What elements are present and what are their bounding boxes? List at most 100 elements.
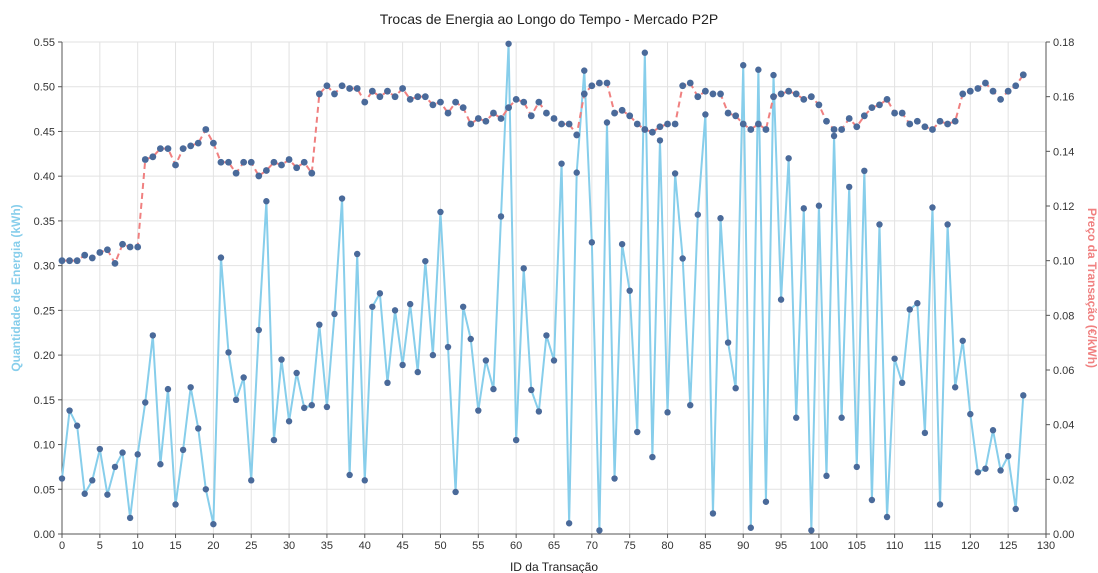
x-tick-label: 95 [775, 540, 787, 552]
price-point [225, 158, 232, 166]
price-point [315, 90, 323, 98]
energy-point [702, 111, 709, 118]
energy-point [278, 356, 285, 363]
x-tick-label: 30 [283, 540, 295, 552]
energy-point [512, 436, 520, 444]
energy-point [891, 355, 898, 362]
price-point [982, 79, 989, 87]
price-point [959, 90, 967, 98]
price-point [1012, 82, 1020, 90]
energy-point [770, 71, 777, 79]
price-point [217, 158, 225, 166]
energy-point [354, 250, 361, 258]
energy-point [444, 343, 452, 351]
price-point [717, 90, 724, 98]
energy-point [134, 451, 141, 458]
x-tick-label: 5 [97, 540, 103, 552]
price-point [550, 115, 558, 122]
energy-point [603, 119, 611, 126]
x-tick-label: 50 [434, 540, 446, 552]
energy-point [384, 379, 391, 387]
price-point [285, 156, 293, 163]
price-point [792, 90, 800, 98]
energy-point [346, 471, 353, 479]
price-point [633, 120, 641, 128]
price-point [891, 109, 899, 117]
y-right-tick-label: 0.08 [1053, 310, 1074, 322]
y-right-tick-label: 0.06 [1053, 365, 1074, 377]
energy-point [232, 396, 240, 404]
energy-line [61, 42, 1025, 532]
y-left-tick-label: 0.25 [34, 305, 55, 317]
price-point [278, 161, 285, 169]
price-point [187, 142, 195, 150]
energy-point [808, 527, 815, 534]
price-point [800, 96, 808, 103]
price-point [838, 126, 846, 133]
price-point [1019, 71, 1027, 79]
price-point [883, 96, 891, 103]
y-right-tick-label: 0.18 [1053, 37, 1074, 49]
price-point [134, 243, 142, 251]
energy-point [535, 408, 543, 415]
price-point [520, 98, 528, 106]
energy-point [914, 300, 921, 307]
energy-point [270, 436, 278, 444]
energy-point [936, 501, 944, 508]
price-point [338, 82, 346, 90]
price-point [119, 240, 126, 248]
price-point [497, 115, 505, 122]
price-point [754, 120, 762, 128]
energy-point [459, 303, 467, 310]
price-point [240, 158, 248, 166]
price-point [437, 98, 444, 106]
price-point [596, 79, 603, 87]
price-point [641, 126, 649, 133]
energy-point [376, 290, 384, 297]
y-left-tick-label: 0.35 [34, 216, 55, 228]
energy-point [429, 351, 437, 359]
price-point [966, 87, 974, 95]
price-point [391, 93, 399, 101]
y-left-tick-label: 0.10 [34, 440, 55, 452]
y-right-tick-label: 0.00 [1053, 529, 1074, 541]
price-point [724, 109, 732, 117]
x-tick-label: 35 [321, 540, 333, 552]
energy-point [422, 257, 429, 265]
price-point [656, 123, 664, 131]
price-point [126, 243, 134, 251]
energy-point [861, 167, 868, 175]
price-point [868, 104, 876, 111]
energy-point [467, 335, 474, 343]
x-tick-label: 45 [396, 540, 408, 552]
energy-point [906, 306, 913, 313]
x-tick-label: 25 [245, 540, 257, 552]
energy-point [717, 215, 724, 222]
energy-point [709, 510, 717, 517]
price-point [490, 109, 497, 117]
price-point [815, 101, 823, 109]
price-point [679, 82, 687, 90]
price-point [331, 90, 338, 98]
energy-point [838, 414, 845, 421]
energy-point [724, 339, 732, 346]
price-point [399, 85, 407, 92]
x-tick-label: 85 [699, 540, 711, 552]
energy-point [634, 428, 641, 436]
energy-point [959, 337, 966, 344]
price-point [361, 98, 369, 106]
price-point [262, 167, 270, 174]
energy-point [740, 62, 747, 69]
y-right-axis-title: Preço da Transação (€/kWh) [1085, 208, 1098, 368]
energy-point [989, 427, 997, 434]
price-point [384, 87, 391, 95]
price-point [944, 120, 951, 128]
y-left-tick-label: 0.50 [34, 82, 55, 94]
y-left-tick-label: 0.45 [34, 126, 55, 138]
energy-point [656, 137, 664, 144]
x-tick-label: 120 [961, 540, 979, 552]
energy-point [202, 486, 210, 493]
energy-point [558, 160, 565, 167]
energy-point [240, 374, 247, 381]
energy-point [225, 349, 232, 356]
